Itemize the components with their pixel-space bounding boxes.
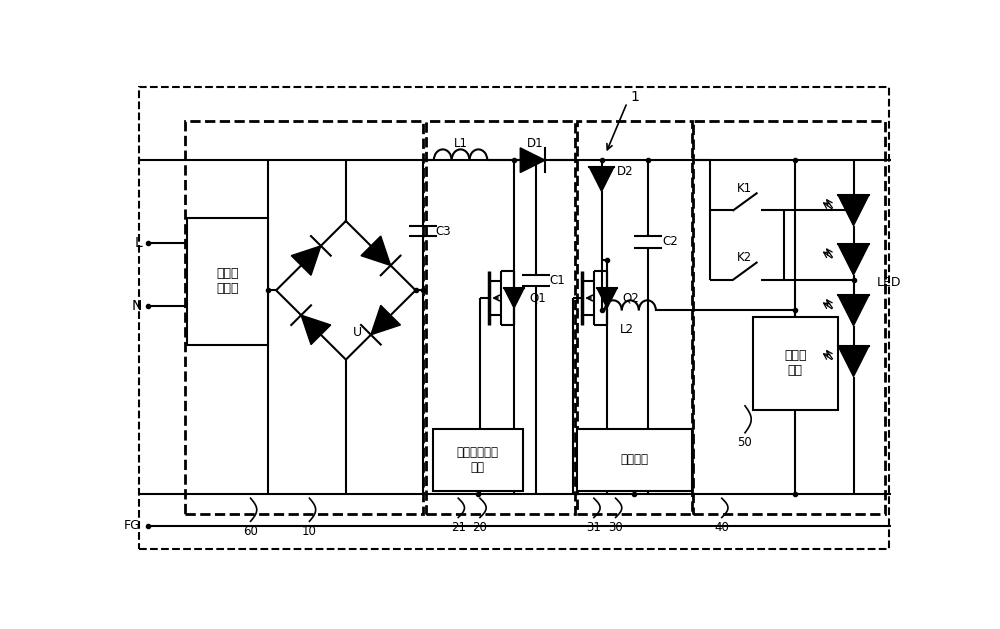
Text: D1: D1 (527, 136, 543, 150)
Polygon shape (597, 288, 617, 308)
Text: L1: L1 (454, 136, 468, 150)
Text: 1: 1 (630, 90, 639, 104)
Polygon shape (838, 295, 869, 326)
Text: 降压回路: 降压回路 (620, 454, 648, 466)
Text: Q2: Q2 (623, 291, 639, 304)
Text: 50: 50 (738, 437, 752, 449)
Polygon shape (291, 246, 321, 276)
Polygon shape (589, 167, 614, 191)
Text: 电磁滤
波单元: 电磁滤 波单元 (216, 267, 239, 295)
Text: N: N (132, 299, 142, 313)
Bar (185, 121, 423, 515)
Text: 40: 40 (714, 521, 729, 534)
Polygon shape (504, 288, 524, 308)
Polygon shape (838, 244, 869, 275)
Text: 20: 20 (473, 521, 487, 534)
Bar (577, 429, 692, 491)
Bar (753, 317, 838, 409)
Polygon shape (361, 236, 391, 265)
Polygon shape (838, 195, 869, 226)
Text: Q1: Q1 (530, 291, 546, 304)
Polygon shape (520, 148, 545, 172)
Text: FG: FG (124, 520, 140, 532)
Text: 30: 30 (608, 521, 623, 534)
Text: D2: D2 (617, 165, 634, 178)
Polygon shape (301, 315, 331, 345)
Text: 31: 31 (586, 521, 601, 534)
Polygon shape (838, 346, 869, 377)
Bar (433, 429, 523, 491)
Text: L: L (134, 237, 142, 250)
Text: L2: L2 (620, 323, 634, 336)
Text: 微处理
单元: 微处理 单元 (784, 350, 807, 377)
Bar (693, 121, 885, 515)
Text: 10: 10 (302, 525, 317, 538)
Text: LED: LED (877, 276, 901, 289)
Text: K2: K2 (737, 252, 752, 264)
Text: 功率因数校正
回路: 功率因数校正 回路 (457, 446, 499, 474)
Text: 21: 21 (451, 521, 466, 534)
Text: C3: C3 (435, 225, 451, 238)
Bar (577, 121, 692, 515)
Bar (187, 218, 268, 345)
Polygon shape (371, 305, 400, 335)
Text: K1: K1 (737, 182, 752, 195)
Text: 60: 60 (243, 525, 258, 538)
Text: C1: C1 (550, 274, 565, 287)
Text: C2: C2 (662, 235, 678, 248)
Text: U: U (353, 326, 362, 339)
Bar (426, 121, 575, 515)
